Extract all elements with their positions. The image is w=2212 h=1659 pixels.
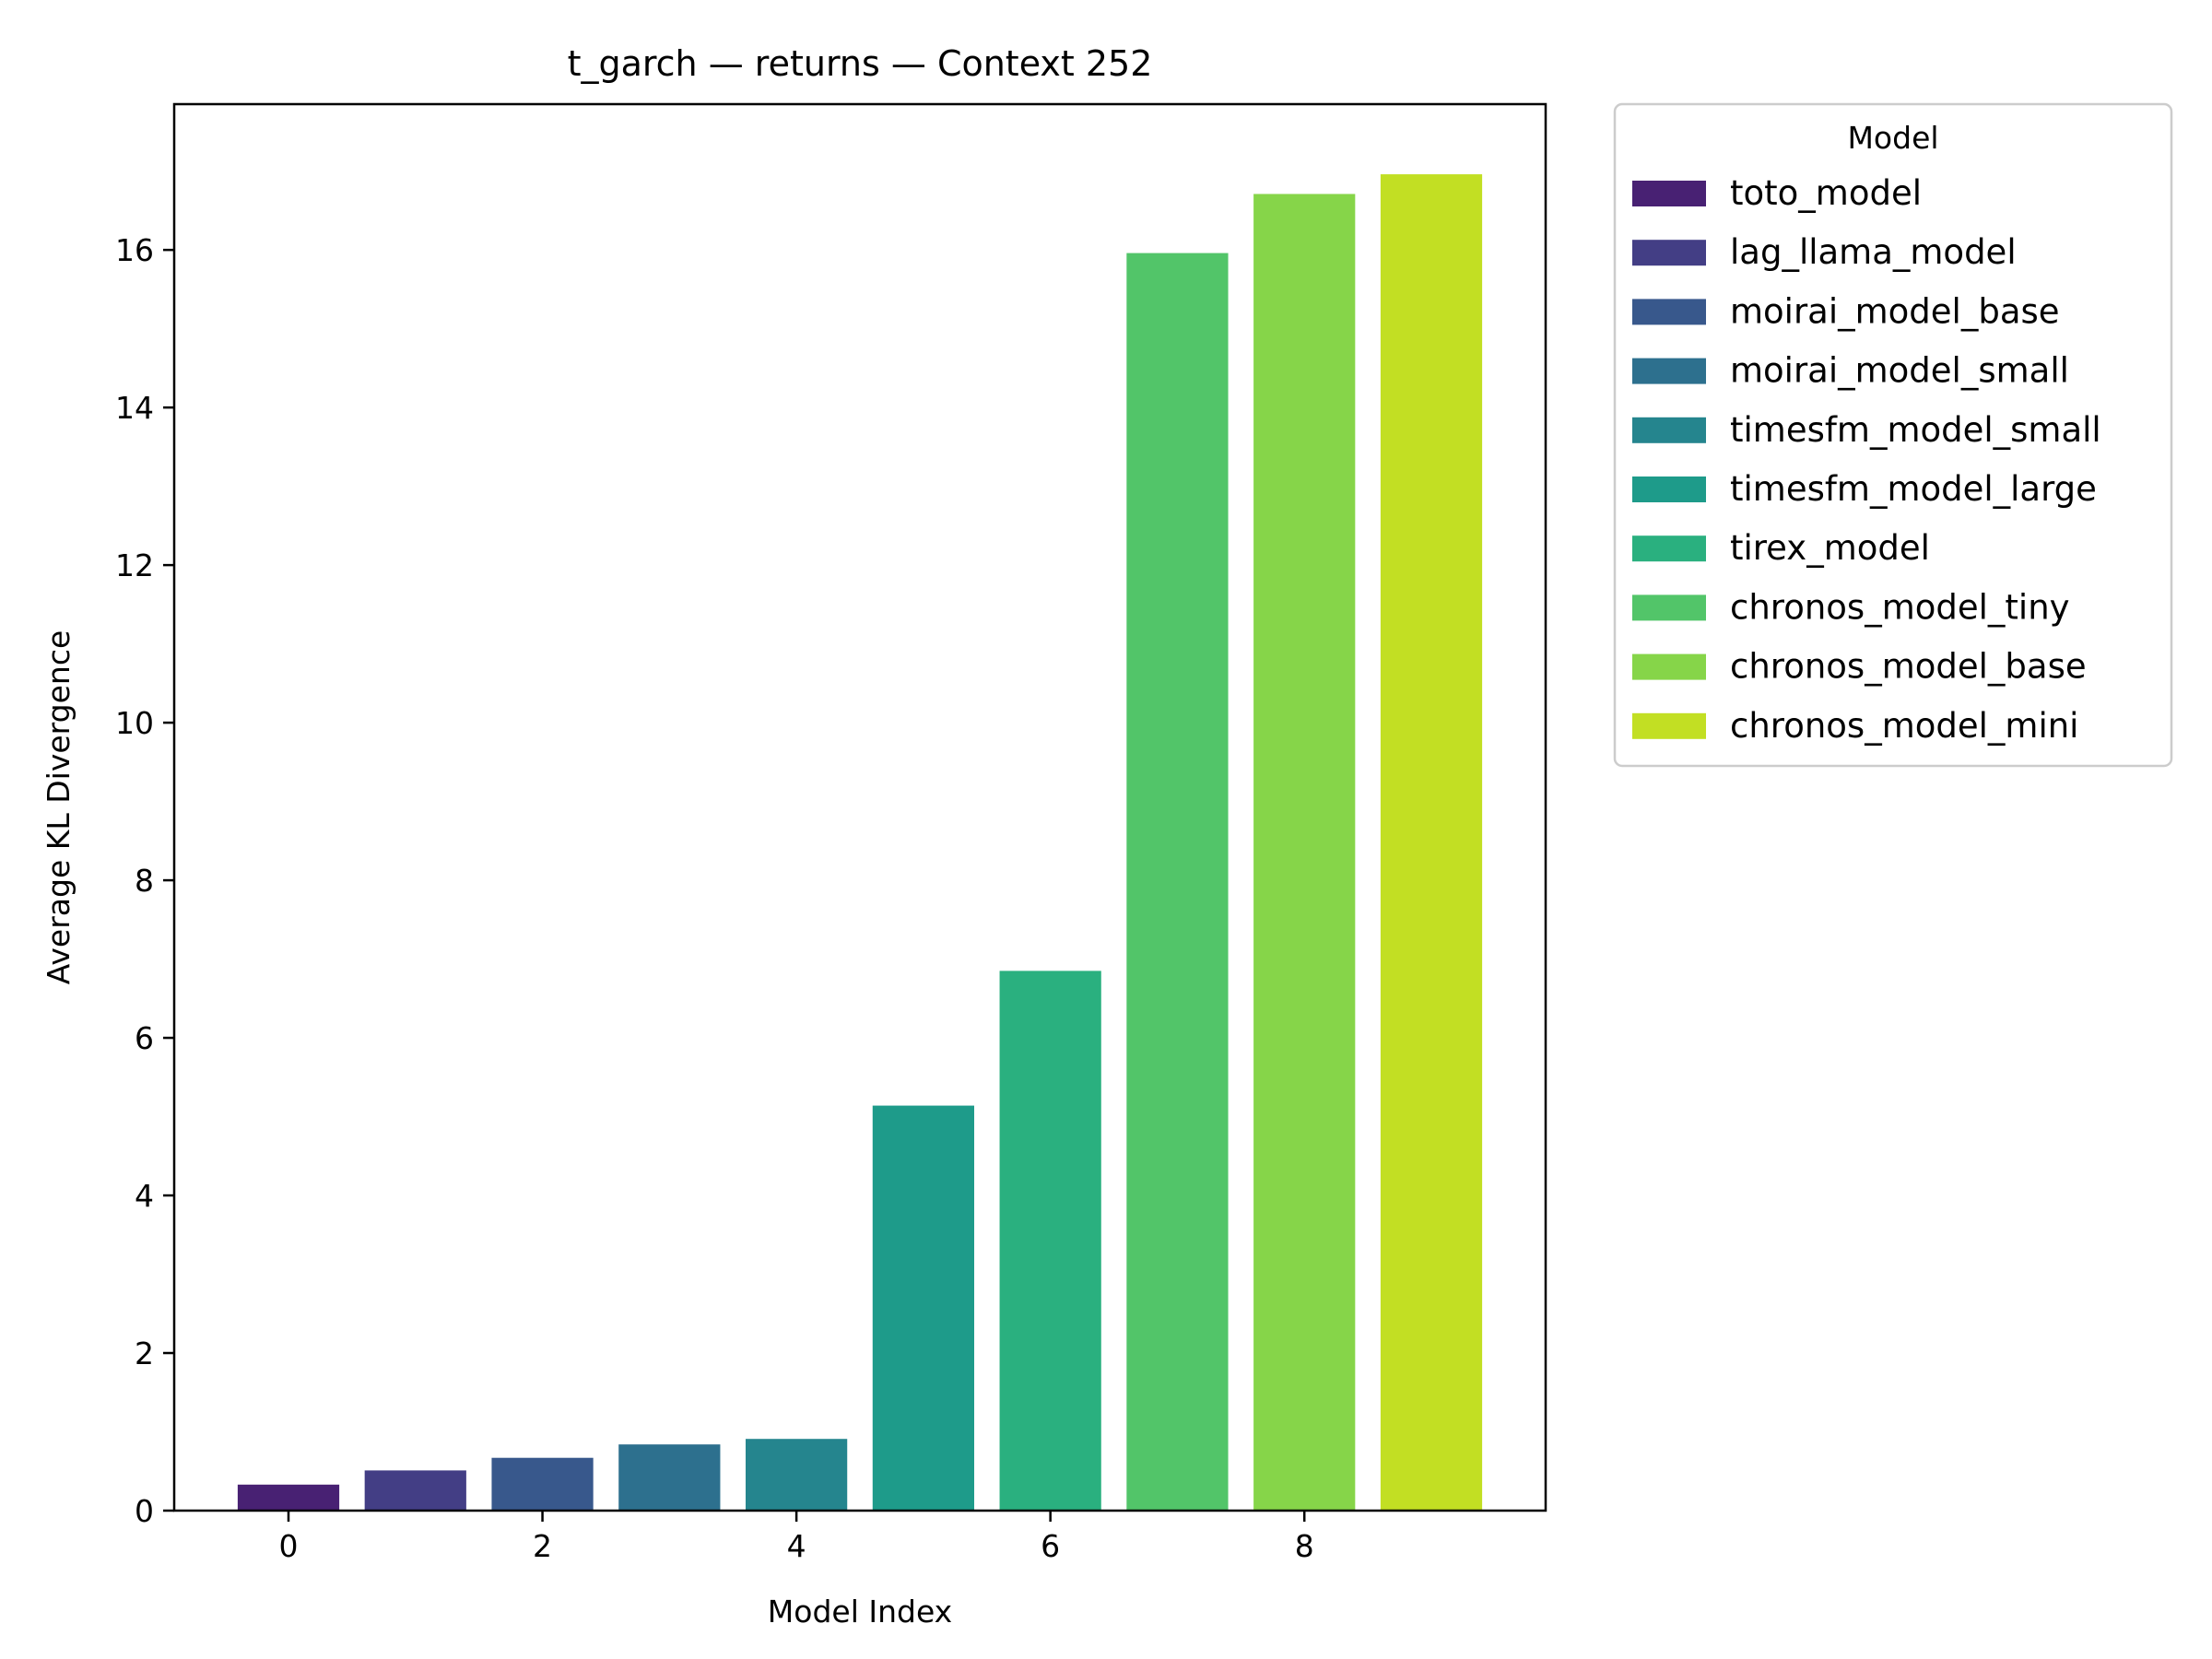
legend-label: chronos_model_tiny bbox=[1730, 587, 2070, 627]
legend-swatch bbox=[1632, 181, 1706, 206]
bar-moirai-model-small bbox=[618, 1444, 721, 1511]
bar-lag-llama-model bbox=[364, 1470, 466, 1511]
y-tick-label: 4 bbox=[135, 1178, 154, 1214]
bar-moirai-model-base bbox=[491, 1457, 594, 1511]
legend-swatch bbox=[1632, 358, 1706, 384]
bar-timesfm-model-small bbox=[746, 1439, 848, 1511]
bar-chronos-model-mini bbox=[1380, 174, 1483, 1511]
legend-swatch bbox=[1632, 535, 1706, 562]
bar-toto-model bbox=[237, 1484, 340, 1511]
legend-frame bbox=[1613, 102, 2173, 768]
y-tick-label: 6 bbox=[135, 1020, 154, 1056]
legend-label: moirai_model_small bbox=[1730, 351, 2069, 391]
legend-swatch bbox=[1632, 594, 1706, 621]
legend-label: timesfm_model_large bbox=[1730, 469, 2097, 509]
bar-chronos-model-base bbox=[1253, 194, 1356, 1511]
y-tick-label: 16 bbox=[115, 232, 154, 268]
legend-swatch bbox=[1632, 299, 1706, 325]
legend-swatch bbox=[1632, 477, 1706, 502]
legend-title: Model bbox=[1847, 120, 1938, 156]
legend-swatch bbox=[1632, 417, 1706, 443]
x-tick-label: 6 bbox=[1041, 1528, 1060, 1564]
x-tick-label: 4 bbox=[787, 1528, 806, 1564]
bar-tirex-model bbox=[999, 971, 1101, 1511]
legend-items: toto_model lag_llama_model moirai_model_ba… bbox=[1632, 173, 2101, 746]
legend-label: tirex_model bbox=[1730, 528, 1930, 568]
y-axis-label: Average KL Divergence bbox=[41, 630, 76, 985]
legend: Model toto_model lag_llama_model moirai_mo… bbox=[1613, 102, 2173, 768]
y-tick-label: 10 bbox=[115, 705, 154, 741]
y-axis: 0 2 4 6 8 10 12 14 16 bbox=[115, 232, 174, 1529]
x-axis-label: Model Index bbox=[768, 1594, 952, 1630]
legend-label: lag_llama_model bbox=[1730, 232, 2017, 272]
legend-label: chronos_model_mini bbox=[1730, 706, 2078, 746]
x-tick-label: 0 bbox=[279, 1528, 299, 1564]
y-tick-label: 8 bbox=[135, 863, 154, 899]
legend-label: chronos_model_base bbox=[1730, 647, 2087, 687]
plot-area-frame bbox=[172, 102, 1547, 1512]
legend-swatch bbox=[1632, 240, 1706, 266]
y-tick-label: 2 bbox=[135, 1335, 154, 1371]
x-axis: 0 2 4 6 8 bbox=[279, 1511, 1314, 1564]
x-tick-label: 8 bbox=[1295, 1528, 1314, 1564]
legend-swatch bbox=[1632, 712, 1706, 739]
bar-chronos-model-tiny bbox=[1126, 253, 1229, 1512]
legend-label: moirai_model_base bbox=[1730, 291, 2060, 331]
legend-swatch bbox=[1632, 653, 1706, 680]
chart-title: t_garch — returns — Context 252 bbox=[568, 43, 1153, 84]
x-tick-label: 2 bbox=[533, 1528, 552, 1564]
legend-label: timesfm_model_small bbox=[1730, 410, 2101, 450]
bar-timesfm-model-large bbox=[872, 1105, 974, 1511]
bars-layer bbox=[237, 174, 1483, 1512]
legend-label: toto_model bbox=[1730, 173, 1922, 213]
y-tick-label: 14 bbox=[115, 390, 154, 426]
y-tick-label: 0 bbox=[135, 1493, 154, 1529]
y-tick-label: 12 bbox=[115, 547, 154, 583]
